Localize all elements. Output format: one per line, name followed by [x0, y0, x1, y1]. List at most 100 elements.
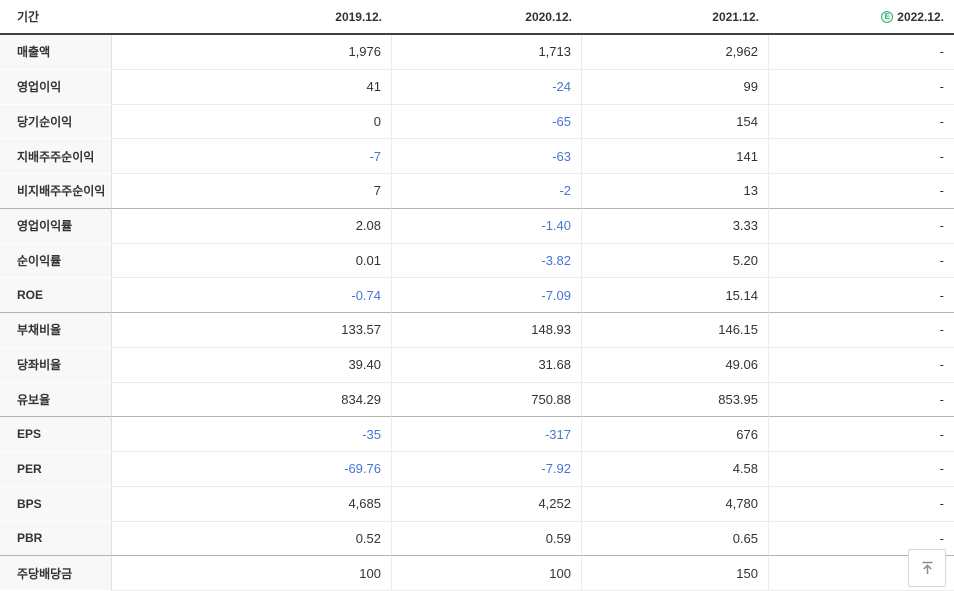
cell-value: -	[769, 452, 954, 487]
table-row: BPS 4,685 4,252 4,780-	[0, 486, 954, 522]
cell-value: 0.65	[582, 521, 769, 557]
table-row: 유보율 834.29 750.88 853.95-	[0, 382, 954, 418]
cell-value: -	[769, 278, 954, 313]
row-label: 매출액	[0, 35, 112, 70]
row-label: 순이익률	[0, 243, 112, 279]
row-label: BPS	[0, 486, 112, 522]
cell-value: -3.82	[392, 243, 582, 279]
cell-value: -7	[112, 139, 392, 174]
cell-value: 4,780	[582, 486, 769, 522]
cell-value: 676	[582, 417, 769, 452]
cell-value: 148.93	[392, 313, 582, 348]
row-label: 부채비율	[0, 313, 112, 348]
cell-value: 3.33	[582, 208, 769, 244]
column-header-period: 기간	[0, 0, 112, 33]
year-header-label: 2021.12.	[712, 9, 759, 24]
table-row: 당좌비율 39.40 31.68 49.06-	[0, 347, 954, 383]
table-row: 비지배주주순이익 7 -2 13-	[0, 174, 954, 209]
column-header-2022-12: E 2022.12.	[769, 0, 954, 33]
cell-value: 39.40	[112, 347, 392, 383]
cell-value: 49.06	[582, 347, 769, 383]
year-header-label: 2019.12.	[335, 9, 382, 24]
cell-value: 15.14	[582, 278, 769, 313]
row-label: 당좌비율	[0, 347, 112, 383]
table-row: EPS -35 -317 676-	[0, 417, 954, 452]
cell-value: -	[769, 348, 954, 383]
cell-value: -7.09	[392, 278, 582, 313]
table-row: ROE -0.74 -7.09 15.14-	[0, 278, 954, 313]
cell-value: -1.40	[392, 208, 582, 244]
cell-value: -317	[392, 417, 582, 452]
table-row: 지배주주순이익 -7 -63 141-	[0, 139, 954, 174]
cell-value: 2,962	[582, 35, 769, 70]
column-header-2019-12: 2019.12.	[112, 0, 392, 33]
cell-value: -2	[392, 174, 582, 209]
cell-value: 13	[582, 174, 769, 209]
cell-value: -	[769, 139, 954, 174]
table-row: 당기순이익 0 -65 154-	[0, 104, 954, 140]
row-label: 영업이익	[0, 69, 112, 105]
row-label: PER	[0, 452, 112, 487]
cell-value: 834.29	[112, 382, 392, 418]
row-label: 당기순이익	[0, 104, 112, 140]
table-body: 매출액 1,976 1,713 2,962- 영업이익 41 -24 99- 당기순이익 0 -65…	[0, 35, 954, 591]
cell-value: -35	[112, 417, 392, 452]
scroll-to-top-button[interactable]	[908, 549, 946, 587]
cell-value: 141	[582, 139, 769, 174]
estimate-icon: E	[881, 10, 894, 23]
cell-value: -	[769, 487, 954, 522]
year-header-label: 2020.12.	[525, 9, 572, 24]
cell-value: 7	[112, 174, 392, 209]
cell-value: 150	[582, 556, 769, 591]
cell-value: -	[769, 313, 954, 348]
cell-value: -7.92	[392, 452, 582, 487]
table-row: 부채비율 133.57 148.93 146.15-	[0, 313, 954, 348]
row-label: 비지배주주순이익	[0, 174, 112, 209]
cell-value: 100	[392, 556, 582, 591]
cell-value: -63	[392, 139, 582, 174]
cell-value: 4,685	[112, 486, 392, 522]
year-header-label: 2022.12.	[897, 9, 944, 24]
cell-value: -24	[392, 69, 582, 105]
cell-value: 31.68	[392, 347, 582, 383]
column-header-2020-12: 2020.12.	[392, 0, 582, 33]
period-header-label: 기간	[17, 10, 40, 24]
column-header-2021-12: 2021.12.	[582, 0, 769, 33]
cell-value: 4.58	[582, 452, 769, 487]
table-row: 영업이익률 2.08 -1.40 3.33-	[0, 208, 954, 244]
row-label: ROE	[0, 278, 112, 313]
cell-value: -	[769, 522, 954, 557]
row-label: 영업이익률	[0, 208, 112, 244]
row-label: PBR	[0, 521, 112, 557]
cell-value: -65	[392, 104, 582, 140]
cell-value: 154	[582, 104, 769, 140]
row-label: 유보율	[0, 382, 112, 418]
cell-value: 0.52	[112, 521, 392, 557]
cell-value: -	[769, 70, 954, 105]
cell-value: 41	[112, 69, 392, 105]
row-label: EPS	[0, 417, 112, 452]
cell-value: 1,713	[392, 35, 582, 70]
cell-value: -	[769, 244, 954, 279]
cell-value: 2.08	[112, 208, 392, 244]
cell-value: -69.76	[112, 452, 392, 487]
cell-value: -	[769, 209, 954, 244]
table-row: 순이익률 0.01 -3.82 5.20-	[0, 243, 954, 279]
table-header-row: 기간 2019.12. 2020.12. 2021.12. E 2022.12.	[0, 0, 954, 35]
cell-value: -	[769, 383, 954, 418]
table-row: PBR 0.52 0.59 0.65-	[0, 521, 954, 557]
cell-value: 99	[582, 69, 769, 105]
row-label: 주당배당금	[0, 556, 112, 591]
table-row: 매출액 1,976 1,713 2,962-	[0, 35, 954, 70]
cell-value: 1,976	[112, 35, 392, 70]
cell-value: -0.74	[112, 278, 392, 313]
cell-value: -	[769, 417, 954, 452]
cell-value: 4,252	[392, 486, 582, 522]
cell-value: -	[769, 105, 954, 140]
cell-value: 0	[112, 104, 392, 140]
cell-value: 133.57	[112, 313, 392, 348]
row-label: 지배주주순이익	[0, 139, 112, 174]
cell-value: 146.15	[582, 313, 769, 348]
